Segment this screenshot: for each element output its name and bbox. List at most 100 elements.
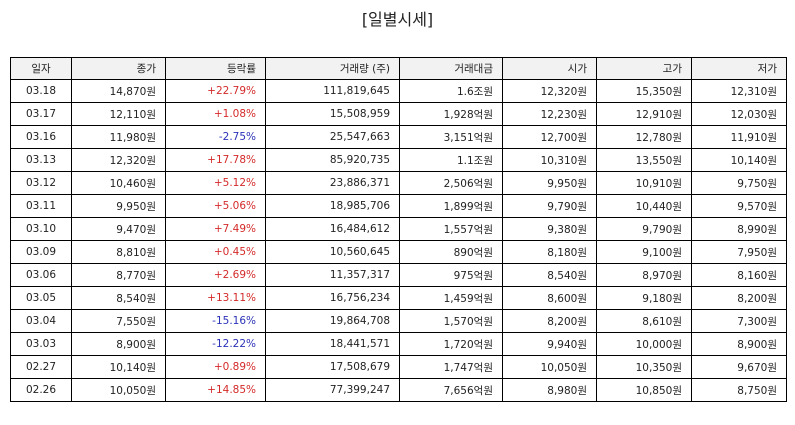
cell-amount: 1,747억원 [399, 355, 503, 379]
cell-low: 8,990원 [691, 217, 787, 241]
cell-close: 14,870원 [71, 79, 166, 103]
page-title: [일별시세] [361, 10, 434, 29]
cell-volume: 19,864,708 [265, 309, 400, 333]
cell-high: 15,350원 [596, 79, 692, 103]
cell-high: 10,440원 [596, 194, 692, 218]
table-row: 03.04 7,550원 -15.16% 19,864,708 1,570억원 8,200… [10, 309, 787, 333]
cell-amount: 2,506억원 [399, 171, 503, 195]
cell-change: +1.08% [165, 102, 266, 126]
cell-low: 10,140원 [691, 148, 787, 172]
cell-change: -15.16% [165, 309, 266, 333]
cell-high: 8,970원 [596, 263, 692, 287]
cell-low: 11,910원 [691, 125, 787, 149]
cell-close: 12,110원 [71, 102, 166, 126]
cell-volume: 15,508,959 [265, 102, 400, 126]
cell-close: 9,950원 [71, 194, 166, 218]
cell-high: 10,350원 [596, 355, 692, 379]
cell-amount: 890억원 [399, 240, 503, 264]
cell-amount: 1,570억원 [399, 309, 503, 333]
cell-change: +7.49% [165, 217, 266, 241]
cell-change: +13.11% [165, 286, 266, 310]
cell-high: 8,610원 [596, 309, 692, 333]
cell-open: 9,950원 [502, 171, 597, 195]
cell-volume: 16,756,234 [265, 286, 400, 310]
table-row: 03.09 8,810원 +0.45% 10,560,645 890억원 8,180원 9,… [10, 240, 787, 264]
table-row: 03.11 9,950원 +5.06% 18,985,706 1,899억원 9,790원… [10, 194, 787, 218]
cell-date: 03.03 [10, 332, 72, 356]
cell-date: 03.09 [10, 240, 72, 264]
cell-high: 9,100원 [596, 240, 692, 264]
table-row: 03.12 10,460원 +5.12% 23,886,371 2,506억원 9,950… [10, 171, 787, 195]
cell-close: 12,320원 [71, 148, 166, 172]
cell-volume: 111,819,645 [265, 79, 400, 103]
cell-amount: 1,557억원 [399, 217, 503, 241]
table-row: 03.06 8,770원 +2.69% 11,357,317 975억원 8,540원 8,… [10, 263, 787, 287]
cell-volume: 10,560,645 [265, 240, 400, 264]
cell-low: 12,030원 [691, 102, 787, 126]
table-row: 03.13 12,320원 +17.78% 85,920,735 1.1조원 10,310… [10, 148, 787, 172]
cell-high: 10,910원 [596, 171, 692, 195]
cell-open: 10,310원 [502, 148, 597, 172]
cell-volume: 18,441,571 [265, 332, 400, 356]
cell-close: 8,900원 [71, 332, 166, 356]
cell-close: 7,550원 [71, 309, 166, 333]
table-row: 02.27 10,140원 +0.89% 17,508,679 1,747억원 10,05… [10, 355, 787, 379]
cell-change: +22.79% [165, 79, 266, 103]
cell-open: 9,940원 [502, 332, 597, 356]
cell-amount: 3,151억원 [399, 125, 503, 149]
column-header-change: 등락률 [165, 57, 266, 80]
cell-open: 8,980원 [502, 378, 597, 402]
cell-date: 03.17 [10, 102, 72, 126]
cell-volume: 11,357,317 [265, 263, 400, 287]
cell-amount: 975억원 [399, 263, 503, 287]
cell-open: 8,540원 [502, 263, 597, 287]
table-row: 03.17 12,110원 +1.08% 15,508,959 1,928억원 12,23… [10, 102, 787, 126]
table-row: 02.26 10,050원 +14.85% 77,399,247 7,656억원 8,98… [10, 378, 787, 402]
cell-close: 10,050원 [71, 378, 166, 402]
cell-change: +17.78% [165, 148, 266, 172]
table-header-row: 일자 종가 등락률 거래량 (주) 거래대금 시가 고가 저가 [10, 57, 787, 80]
cell-low: 8,160원 [691, 263, 787, 287]
cell-date: 03.06 [10, 263, 72, 287]
cell-open: 10,050원 [502, 355, 597, 379]
cell-change: -12.22% [165, 332, 266, 356]
cell-date: 03.13 [10, 148, 72, 172]
cell-low: 8,200원 [691, 286, 787, 310]
cell-amount: 1.6조원 [399, 79, 503, 103]
cell-date: 03.18 [10, 79, 72, 103]
cell-high: 13,550원 [596, 148, 692, 172]
cell-close: 10,140원 [71, 355, 166, 379]
cell-date: 02.27 [10, 355, 72, 379]
cell-close: 10,460원 [71, 171, 166, 195]
cell-close: 8,810원 [71, 240, 166, 264]
column-header-volume: 거래량 (주) [265, 57, 400, 80]
column-header-date: 일자 [10, 57, 72, 80]
cell-change: +14.85% [165, 378, 266, 402]
cell-amount: 1.1조원 [399, 148, 503, 172]
table-row: 03.05 8,540원 +13.11% 16,756,234 1,459억원 8,600… [10, 286, 787, 310]
cell-change: +2.69% [165, 263, 266, 287]
cell-amount: 1,720억원 [399, 332, 503, 356]
cell-open: 12,230원 [502, 102, 597, 126]
column-header-open: 시가 [502, 57, 597, 80]
cell-high: 10,000원 [596, 332, 692, 356]
cell-date: 03.04 [10, 309, 72, 333]
cell-amount: 7,656억원 [399, 378, 503, 402]
cell-high: 9,790원 [596, 217, 692, 241]
cell-change: +5.06% [165, 194, 266, 218]
column-header-amount: 거래대금 [399, 57, 503, 80]
cell-low: 9,570원 [691, 194, 787, 218]
cell-open: 8,600원 [502, 286, 597, 310]
cell-change: +0.89% [165, 355, 266, 379]
cell-open: 8,180원 [502, 240, 597, 264]
cell-volume: 85,920,735 [265, 148, 400, 172]
cell-high: 12,910원 [596, 102, 692, 126]
cell-high: 9,180원 [596, 286, 692, 310]
table-row: 03.16 11,980원 -2.75% 25,547,663 3,151억원 12,70… [10, 125, 787, 149]
cell-low: 7,950원 [691, 240, 787, 264]
cell-close: 9,470원 [71, 217, 166, 241]
cell-amount: 1,928억원 [399, 102, 503, 126]
cell-low: 8,750원 [691, 378, 787, 402]
cell-low: 9,750원 [691, 171, 787, 195]
cell-change: +5.12% [165, 171, 266, 195]
